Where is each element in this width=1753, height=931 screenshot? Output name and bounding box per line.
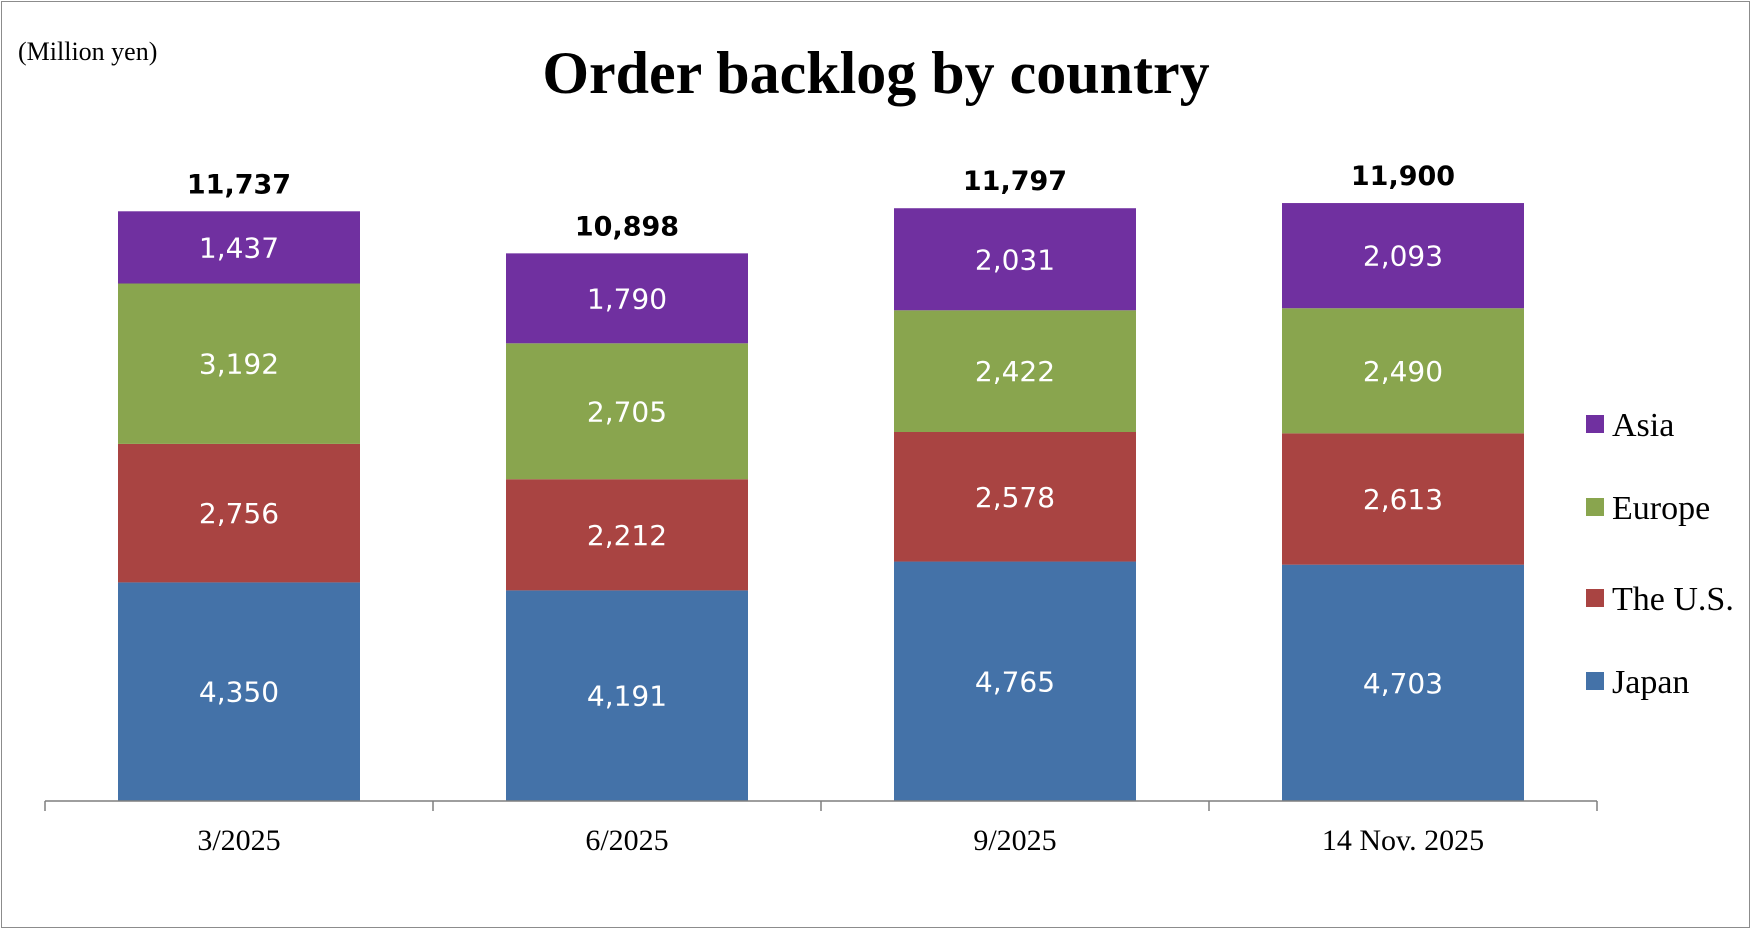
bar-segment-europe-3	[894, 310, 1136, 432]
total-label-4: 11,900	[1351, 161, 1455, 192]
value-label-asia-2: 1,790	[587, 282, 667, 315]
value-label-japan-3: 4,765	[975, 665, 1055, 698]
bars-group: 4,350 2,756 3,192 1,437 11,737 4,191 2,212 2,70…	[118, 161, 1524, 801]
value-label-japan-1: 4,350	[199, 676, 279, 709]
total-label-3: 11,797	[963, 166, 1067, 197]
x-tick-label-1: 3/2025	[197, 824, 280, 857]
value-label-the-u-s-2: 2,212	[587, 519, 667, 552]
value-label-europe-1: 3,192	[199, 348, 279, 381]
value-label-europe-2: 2,705	[587, 395, 667, 428]
bar-segment-europe-2	[506, 343, 748, 480]
value-label-the-u-s-3: 2,578	[975, 481, 1055, 514]
value-label-asia-3: 2,031	[975, 243, 1055, 276]
value-label-the-u-s-1: 2,756	[199, 497, 279, 530]
bar-segment-europe-1	[118, 283, 360, 444]
legend-swatch-japan	[1586, 672, 1604, 690]
value-label-the-u-s-4: 2,613	[1363, 483, 1443, 516]
legend: Asia Europe The U.S. Japan	[1586, 407, 1734, 701]
chart-title: Order backlog by country	[542, 40, 1209, 106]
unit-label: (Million yen)	[18, 37, 157, 66]
legend-swatch-asia	[1586, 415, 1604, 433]
total-label-1: 11,737	[187, 169, 291, 200]
x-tick-label-4: 14 Nov. 2025	[1322, 824, 1484, 857]
legend-swatch-the-u-s	[1586, 589, 1604, 607]
x-axis: 3/2025 6/2025 9/2025 14 Nov. 2025	[44, 800, 1598, 857]
legend-label-the-u-s: The U.S.	[1612, 581, 1734, 618]
bar-segment-asia-4	[1282, 203, 1524, 309]
value-label-europe-3: 2,422	[975, 355, 1055, 388]
bar-segment-asia-3	[894, 208, 1136, 311]
value-label-europe-4: 2,490	[1363, 355, 1443, 388]
x-tick-label-2: 6/2025	[585, 824, 668, 857]
bar-segment-asia-1	[118, 211, 360, 284]
bar-segment-japan-4	[1282, 564, 1524, 801]
value-label-asia-4: 2,093	[1363, 240, 1443, 273]
value-label-japan-4: 4,703	[1363, 667, 1443, 700]
x-tick-label-3: 9/2025	[973, 824, 1056, 857]
bar-segment-the-u-s-2	[506, 479, 748, 591]
value-label-japan-2: 4,191	[587, 680, 667, 713]
bar-segment-japan-3	[894, 561, 1136, 801]
legend-label-japan: Japan	[1612, 664, 1689, 701]
value-label-asia-1: 1,437	[199, 231, 279, 264]
legend-label-europe: Europe	[1612, 490, 1710, 527]
bar-segment-europe-4	[1282, 308, 1524, 434]
legend-swatch-europe	[1586, 498, 1604, 516]
total-label-2: 10,898	[575, 211, 679, 242]
bar-segment-the-u-s-4	[1282, 433, 1524, 565]
bar-segment-japan-1	[118, 582, 360, 801]
bar-segment-the-u-s-3	[894, 431, 1136, 562]
legend-label-asia: Asia	[1612, 407, 1674, 444]
bar-segment-the-u-s-1	[118, 443, 360, 583]
bar-segment-asia-2	[506, 253, 748, 344]
bar-segment-japan-2	[506, 590, 748, 801]
